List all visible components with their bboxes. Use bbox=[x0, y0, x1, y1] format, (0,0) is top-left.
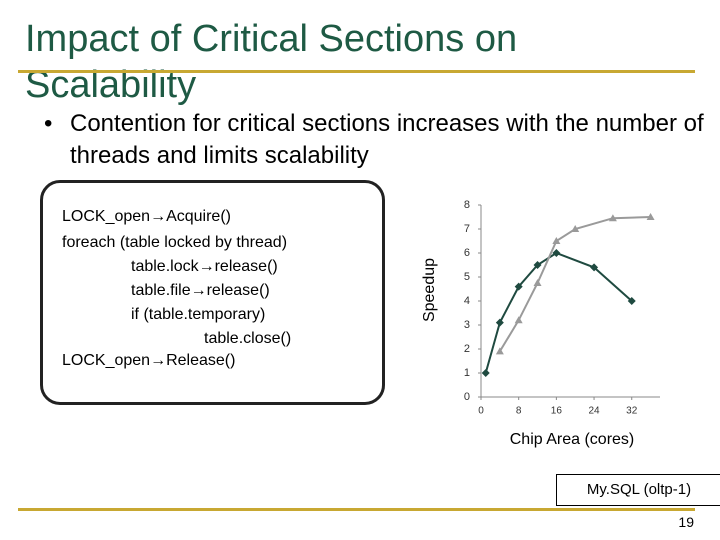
code-line: foreach (table locked by thread) bbox=[62, 234, 288, 251]
x-axis-label: Chip Area (cores) bbox=[510, 431, 635, 448]
y-tick-label: 2 bbox=[464, 343, 470, 355]
code-line: LOCK_open→Acquire() bbox=[62, 208, 231, 225]
rule bbox=[18, 508, 695, 511]
point bbox=[495, 347, 504, 355]
point bbox=[514, 316, 523, 324]
code-line: table.file→release() bbox=[131, 282, 270, 299]
y-tick-label: 1 bbox=[464, 367, 470, 379]
point bbox=[533, 261, 542, 269]
series-line bbox=[484, 251, 633, 374]
code-line: table.close() bbox=[204, 330, 292, 347]
series-line bbox=[498, 216, 651, 352]
x-tick-label: 32 bbox=[626, 406, 638, 417]
y-tick-label: 4 bbox=[464, 295, 470, 307]
point bbox=[646, 213, 655, 220]
x-tick-label: 8 bbox=[516, 406, 522, 417]
point bbox=[552, 237, 561, 244]
y-tick-label: 8 bbox=[464, 199, 470, 211]
point bbox=[608, 214, 617, 222]
annotation: My.SQL (oltp-1) bbox=[556, 474, 720, 506]
y-tick-label: 0 bbox=[464, 391, 470, 403]
rule bbox=[18, 70, 695, 73]
y-tick-label: 3 bbox=[464, 319, 470, 331]
page-number: 19 bbox=[678, 514, 694, 530]
point bbox=[627, 297, 636, 305]
code-line: if (table.temporary) bbox=[131, 306, 266, 323]
code-line: LOCK_open→Release() bbox=[62, 352, 236, 369]
x-tick-label: 0 bbox=[478, 406, 484, 417]
y-tick-label: 5 bbox=[464, 271, 470, 283]
y-tick-label: 6 bbox=[464, 247, 470, 259]
bullet-text: Contention for critical sections increas… bbox=[70, 110, 704, 169]
code-box bbox=[40, 180, 385, 405]
point bbox=[590, 263, 599, 272]
y-tick-label: 7 bbox=[464, 223, 470, 235]
x-tick-label: 24 bbox=[588, 406, 600, 417]
point bbox=[571, 225, 580, 232]
code-line: table.lock→release() bbox=[131, 258, 278, 275]
point bbox=[533, 279, 542, 286]
point bbox=[552, 249, 561, 257]
x-tick-label: 16 bbox=[551, 406, 563, 417]
y-axis-label: Speedup bbox=[421, 258, 438, 322]
bullet-dot: • bbox=[44, 110, 53, 137]
point bbox=[514, 282, 523, 291]
point bbox=[481, 369, 490, 377]
point bbox=[495, 318, 504, 327]
